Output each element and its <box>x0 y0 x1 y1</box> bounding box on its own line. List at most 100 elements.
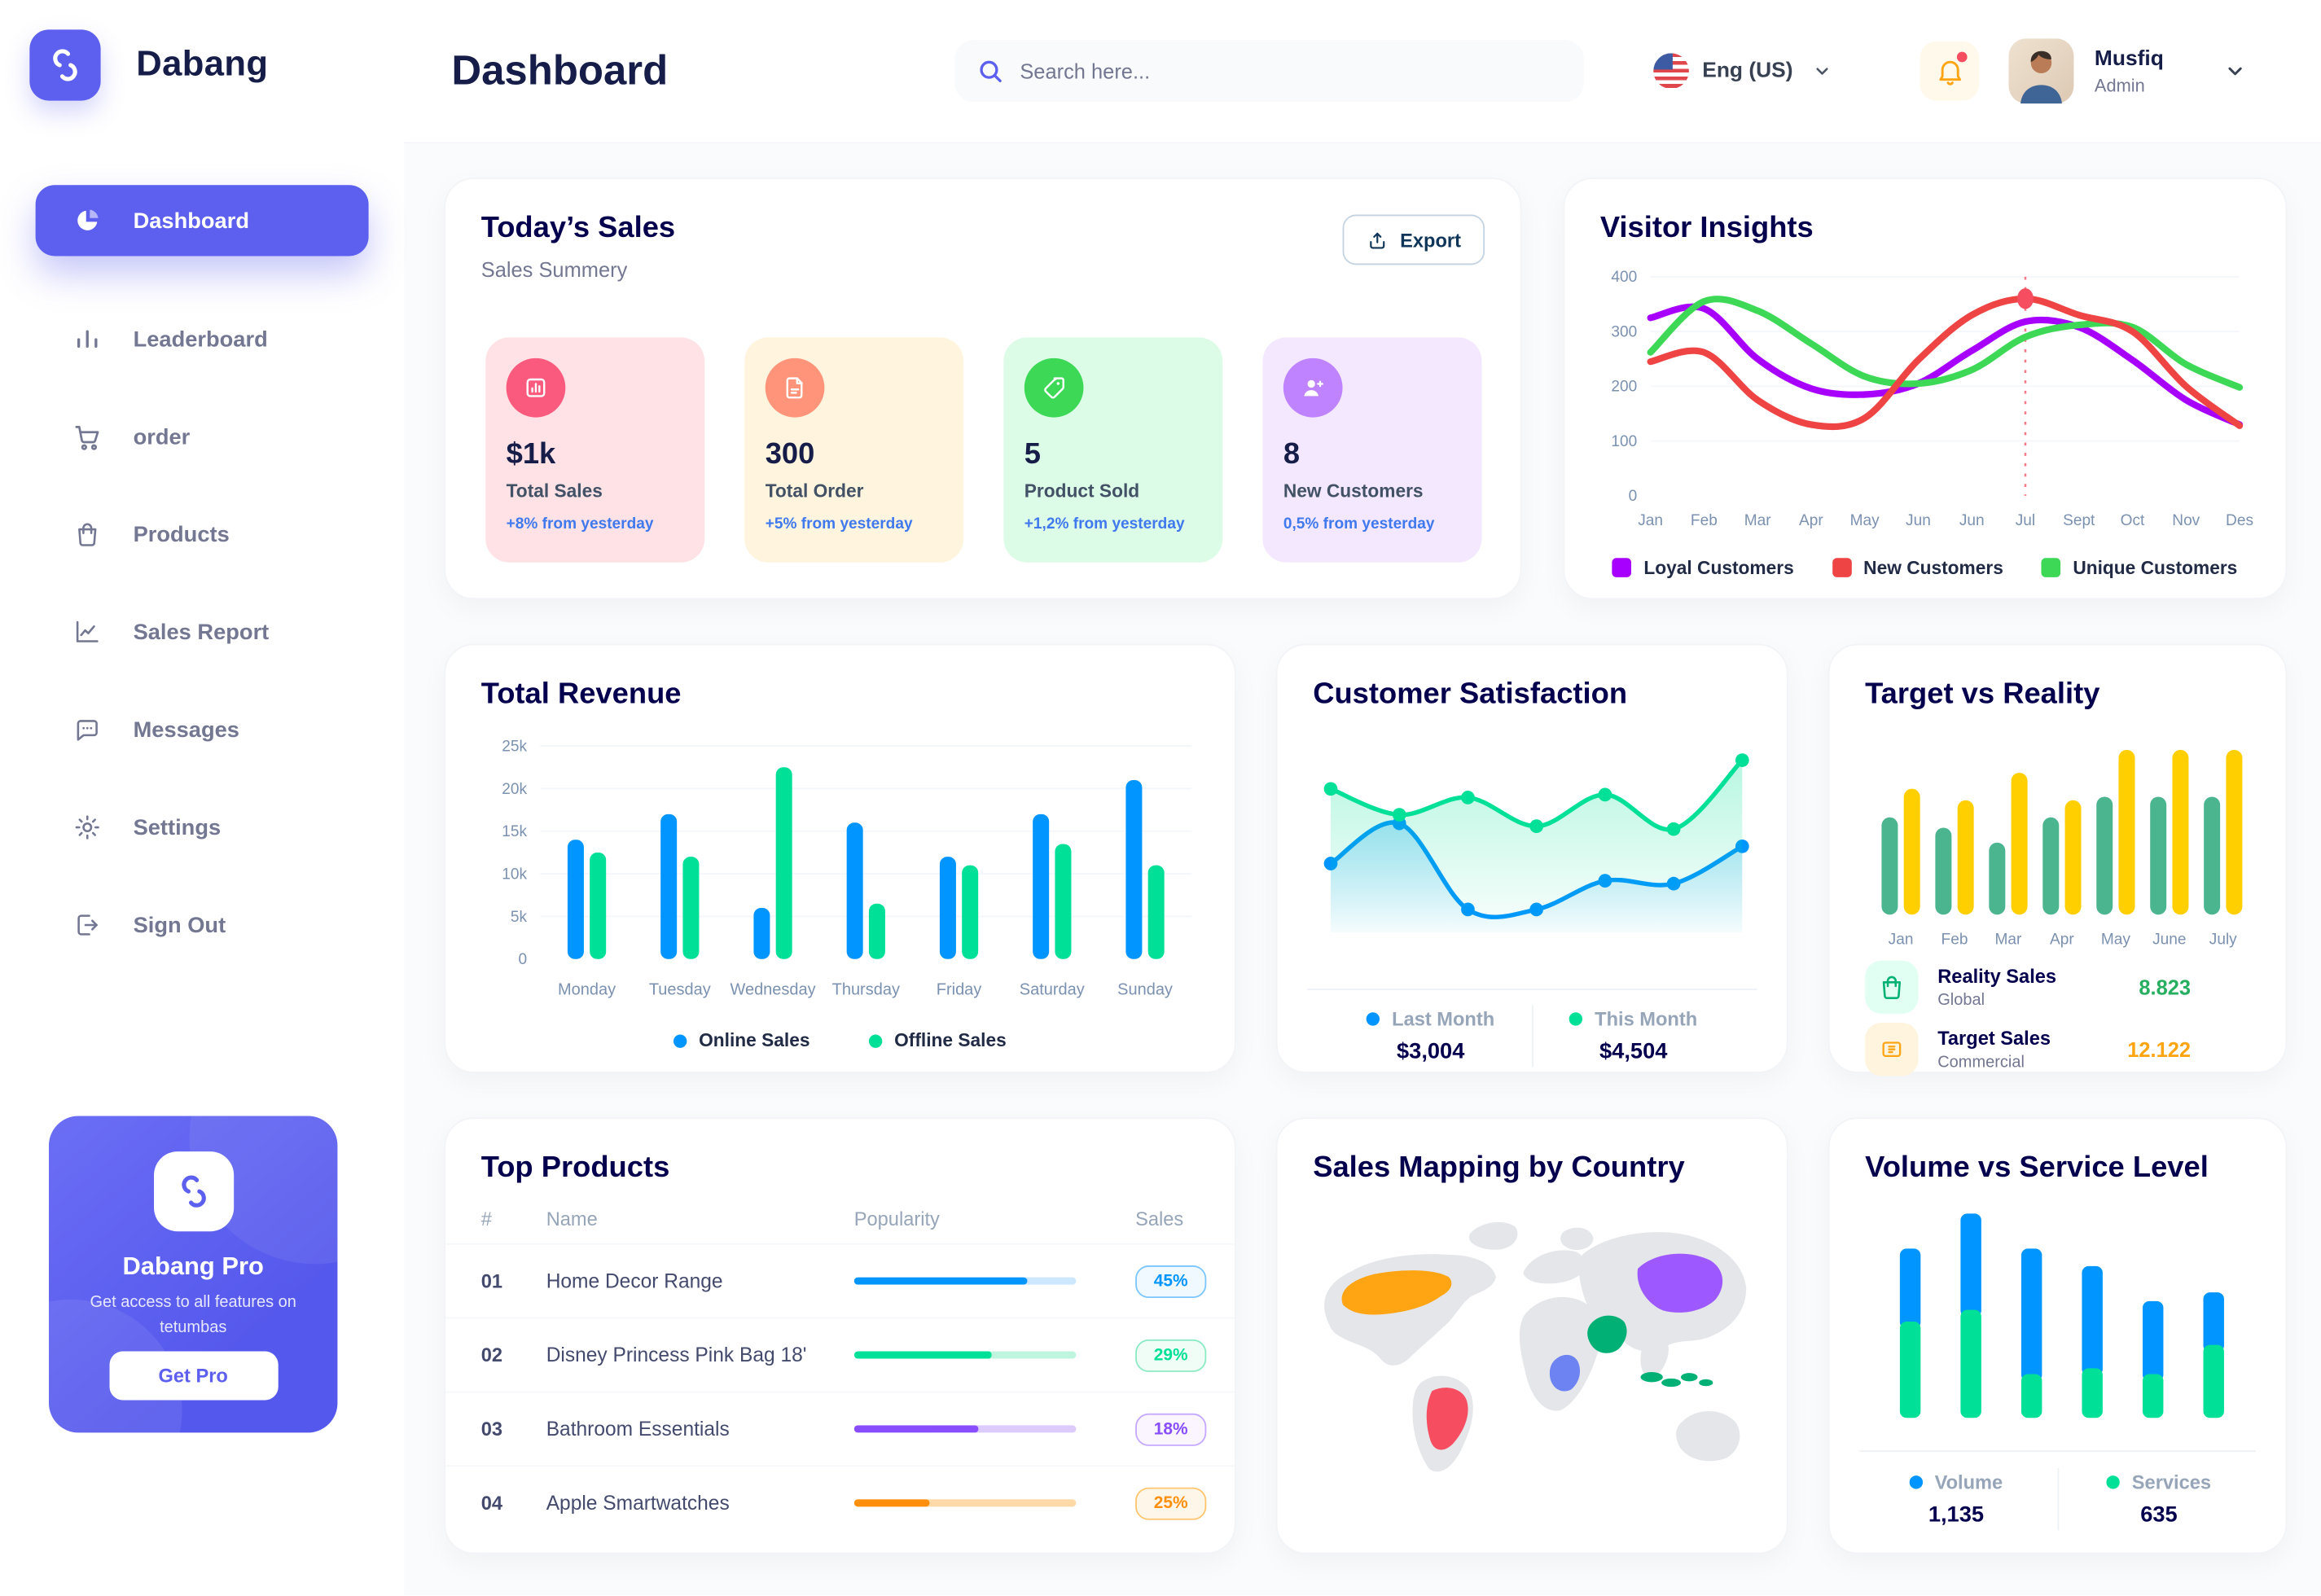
sidebar-item-leaderboard[interactable]: Leaderboard <box>36 304 369 375</box>
world-map <box>1324 1221 1747 1472</box>
svg-text:July: July <box>2209 932 2237 949</box>
svg-text:Jun: Jun <box>1906 512 1931 529</box>
dabang-pro-icon <box>153 1151 234 1232</box>
customer-satisfaction-legend: Last Month $3,004 This Month $4,504 <box>1278 1005 1787 1068</box>
this-month-dot-icon <box>1569 1012 1583 1026</box>
svg-text:Jul: Jul <box>2016 512 2035 529</box>
pro-card-title: Dabang Pro <box>122 1252 264 1281</box>
search-icon <box>976 56 1005 86</box>
this-month-total: $4,504 <box>1599 1038 1668 1064</box>
reality-sales-value: 8.823 <box>2139 975 2192 999</box>
product-row-home-decor-range: 01 Home Decor Range 45% <box>445 1243 1235 1318</box>
pro-card-subtitle: Get access to all features on tetumbas <box>90 1293 296 1337</box>
target-sales-value: 12.122 <box>2127 1037 2192 1062</box>
svg-text:400: 400 <box>1611 269 1637 286</box>
visitor-insights-legend: Loyal Customers New Customers Unique Custo… <box>1564 558 2285 579</box>
stat-label: Total Order <box>765 480 864 502</box>
sidebar-item-sign-out[interactable]: Sign Out <box>36 889 369 960</box>
svg-text:Mar: Mar <box>1744 512 1772 529</box>
svg-text:Des: Des <box>2226 512 2253 529</box>
divider <box>1306 989 1757 990</box>
reality-sales-legend: Reality Sales Global 8.823 <box>1865 959 2250 1015</box>
svg-text:Feb: Feb <box>1691 512 1718 529</box>
dashboard-grid: Today’s Sales Sales Summery Export $1k To… <box>404 143 2321 1596</box>
order-file-icon <box>765 357 825 418</box>
product-rank: 03 <box>480 1418 503 1440</box>
sidebar-item-label: Dashboard <box>133 208 250 234</box>
stat-value: 8 <box>1283 438 1301 471</box>
product-name: Bathroom Essentials <box>546 1418 730 1440</box>
sales-badge-cell: 18% <box>1135 1412 1207 1445</box>
user-menu[interactable]: Musfiq Admin <box>2008 38 2246 104</box>
svg-text:20k: 20k <box>502 781 527 798</box>
visitor-insights-title: Visitor Insights <box>1599 211 1814 244</box>
export-icon <box>1366 229 1388 251</box>
legend-item-offline-sales: Offline Sales <box>869 1030 1007 1050</box>
legend-item-unique-customers: Unique Customers <box>2042 558 2237 579</box>
avatar <box>2008 38 2074 104</box>
export-button[interactable]: Export <box>1342 214 1485 265</box>
country-brazil <box>1426 1388 1468 1450</box>
stat-delta: +5% from yesterday <box>765 515 913 533</box>
legend-item-new-customers: New Customers <box>1832 558 2003 579</box>
sales-badge-cell: 45% <box>1135 1265 1207 1298</box>
svg-text:0: 0 <box>518 951 527 968</box>
new-user-icon <box>1283 357 1343 418</box>
popularity-bar <box>853 1277 1077 1286</box>
sales-badge: 18% <box>1135 1412 1207 1445</box>
get-pro-button[interactable]: Get Pro <box>108 1351 278 1401</box>
sidebar-item-settings[interactable]: Settings <box>36 791 369 862</box>
pro-upsell-card: Dabang Pro Get access to all features on… <box>48 1116 338 1433</box>
country-indonesia <box>1640 1372 1713 1388</box>
user-name: Musfiq <box>2094 46 2164 71</box>
dabang-logo-icon <box>29 29 101 101</box>
divider <box>2056 1468 2059 1531</box>
product-row-disney-princess-pink-bag-18-: 02 Disney Princess Pink Bag 18' 29% <box>445 1317 1235 1392</box>
sales-badge: 29% <box>1135 1339 1207 1372</box>
customer-satisfaction-title: Customer Satisfaction <box>1313 677 1628 711</box>
search-input[interactable] <box>1020 59 1564 83</box>
svg-text:Tuesday: Tuesday <box>649 980 711 998</box>
sidebar-item-order[interactable]: order <box>36 401 369 472</box>
total-revenue-legend: Online Sales Offline Sales <box>445 1030 1235 1050</box>
message-icon <box>71 713 103 746</box>
notification-badge <box>1956 51 1968 63</box>
visitor-insights-card: Visitor Insights 0 100 200 300 400 Jan Feb Mar A… <box>1563 178 2288 600</box>
svg-text:10k: 10k <box>502 866 527 883</box>
notifications-button[interactable] <box>1920 41 1980 101</box>
sidebar-item-dashboard[interactable]: Dashboard <box>35 185 369 256</box>
sign-out-icon <box>71 909 103 941</box>
stat-delta: +8% from yesterday <box>506 515 654 533</box>
svg-text:Wednesday: Wednesday <box>730 980 815 998</box>
sidebar-item-sales-report[interactable]: Sales Report <box>36 596 369 667</box>
stat-label: Product Sold <box>1024 480 1140 502</box>
svg-text:Jan: Jan <box>1638 512 1663 529</box>
language-selector[interactable]: Eng (US) <box>1653 53 1832 90</box>
top-products-header: # Name Popularity Sales <box>480 1208 1184 1230</box>
sidebar-item-products[interactable]: Products <box>36 499 369 570</box>
logo: Dabang <box>29 29 268 101</box>
sidebar-item-label: order <box>133 423 191 449</box>
top-bar: Dashboard Eng (US) <box>404 0 2321 144</box>
us-flag-icon <box>1653 53 1689 90</box>
svg-text:Friday: Friday <box>937 980 982 998</box>
sales-badge-cell: 29% <box>1135 1339 1207 1372</box>
sales-badge: 45% <box>1135 1265 1207 1298</box>
sales-chart-icon <box>506 357 566 418</box>
sidebar-menu: Dashboard Leaderboard order Products Sales R… <box>0 185 404 987</box>
target-vs-reality-chart: Jan Feb Mar Apr May June July <box>1881 749 2243 949</box>
customer-satisfaction-card: Customer Satisfaction Last Month $3,004 … <box>1275 643 1788 1073</box>
top-products-rows: 01 Home Decor Range 45% 02 Disney Princess P… <box>445 1243 1235 1540</box>
svg-text:Thursday: Thursday <box>832 980 900 998</box>
user-role: Admin <box>2094 74 2145 96</box>
country-united-states <box>1341 1270 1452 1315</box>
country-china <box>1637 1253 1723 1313</box>
tag-icon <box>1024 357 1084 418</box>
todays-sales-title: Today’s Sales <box>480 211 676 244</box>
bag-icon <box>71 518 103 550</box>
sidebar-item-messages[interactable]: Messages <box>36 694 369 765</box>
svg-text:0: 0 <box>1629 488 1638 505</box>
stat-value: 5 <box>1024 438 1041 471</box>
services-dot-icon <box>2106 1475 2121 1489</box>
cart-icon <box>71 420 103 453</box>
